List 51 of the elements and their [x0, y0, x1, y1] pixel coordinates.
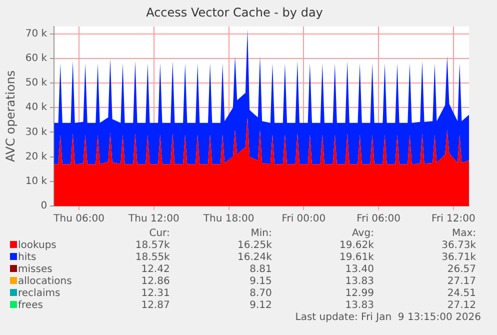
text: 8.81: [248, 264, 273, 276]
text: Min:: [250, 228, 273, 240]
text: 8.70: [248, 288, 273, 300]
text: 12.87: [140, 300, 171, 312]
text: 24.51: [446, 288, 477, 300]
x-tick-label: Fri 00:00: [282, 214, 326, 225]
y-tick-label: 40 k: [25, 102, 48, 114]
x-tick-label: Thu 12:00: [128, 214, 180, 225]
text: Max:: [450, 228, 477, 240]
y-tick-label: 0: [40, 200, 48, 212]
text: 18.55k: [134, 252, 171, 264]
text: 9.15: [248, 276, 273, 288]
y-tick-label: 50 k: [25, 78, 48, 89]
x-tick-label: Fri 06:00: [356, 214, 400, 225]
text: 16.24k: [236, 252, 273, 264]
text: 16.25k: [236, 240, 273, 252]
text: 12.31: [140, 288, 171, 300]
text: 13.83: [344, 276, 375, 288]
y-tick-label: 10 k: [25, 176, 48, 187]
text: 13.83: [344, 300, 375, 312]
text: 19.62k: [338, 240, 375, 252]
x-tick-label: Fri 12:00: [431, 214, 476, 225]
chart-title: Access Vector Cache - by day: [146, 5, 323, 20]
text: 27.12: [446, 300, 477, 312]
y-tick-label: 30 k: [25, 126, 48, 138]
text: 9.12: [248, 300, 273, 312]
text: 36.71k: [440, 252, 477, 264]
y-axis-title: AVC operations: [3, 70, 18, 162]
text: 36.73k: [440, 240, 477, 252]
text: 27.17: [446, 276, 477, 288]
text: 26.57: [446, 264, 477, 276]
x-tick-label: Thu 06:00: [52, 214, 104, 225]
y-tick-label: 70 k: [25, 28, 48, 40]
x-tick-label: Thu 18:00: [202, 214, 254, 225]
legend-label: lookups: [17, 240, 58, 252]
y-tick-label: 60 k: [25, 52, 48, 64]
text: 12.42: [140, 264, 171, 276]
legend-label: allocations: [17, 276, 72, 288]
text: 18.57k: [134, 240, 171, 252]
text: Avg:: [351, 228, 375, 240]
text: 12.99: [344, 288, 375, 300]
text: Cur:: [148, 228, 171, 240]
text: Last update: Fri Jan 9 13:15:00 2026: [294, 312, 482, 323]
text: 12.86: [140, 276, 171, 288]
text: 19.61k: [338, 252, 375, 264]
legend-label: misses: [17, 264, 54, 276]
legend-label: hits: [17, 252, 38, 264]
legend-label: reclaims: [17, 288, 62, 300]
text: 13.40: [344, 264, 375, 276]
y-tick-label: 20 k: [25, 151, 48, 162]
legend-label: frees: [17, 300, 44, 312]
